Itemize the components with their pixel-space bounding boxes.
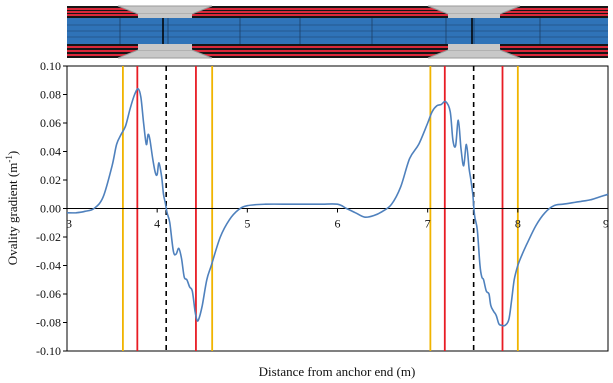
sleeve-inner-top-1 [138, 14, 192, 18]
x-tick-label-2: 4 [154, 217, 160, 231]
layer-stripe-bottom-2 [67, 50, 608, 52]
pipe-model-illustration [67, 5, 608, 59]
y-tick-label-11: -0.10 [36, 344, 61, 358]
y-tick-label-8: -0.04 [36, 259, 61, 273]
y-tick-label-10: -0.08 [36, 316, 61, 330]
sleeve-inner-top-2 [448, 14, 500, 18]
pipe-mesh-lines [67, 18, 608, 44]
y-tick-label-9: -0.06 [36, 287, 61, 301]
y-tick-label-5: 0.02 [40, 173, 61, 187]
x-tick-label-4: 6 [335, 217, 341, 231]
sleeve-inner-bottom-2 [448, 44, 500, 50]
layer-stripe-top-3 [67, 14, 608, 16]
y-tick-label-4: 0.04 [40, 145, 61, 159]
series-line-ovality-gradient [66, 87, 609, 327]
outer-layers-top [67, 8, 608, 16]
y-axis-label-close: ) [5, 151, 20, 155]
y-tick-label-7: -0.02 [36, 230, 61, 244]
y-tick-label-2: 0.08 [40, 88, 61, 102]
x-tick-label-6: 8 [515, 217, 521, 231]
ovality-gradient-chart: 3 4 5 6 7 8 9 0.10 0.08 0.06 0.04 0.02 0.00 -0.02 -0.… [4, 59, 609, 379]
y-tick-label-3: 0.06 [40, 116, 61, 130]
layer-stripe-top-1 [67, 8, 608, 10]
layer-stripe-top-2 [67, 11, 608, 13]
outer-layers-bottom [67, 46, 608, 56]
y-tick-label-1: 0.10 [40, 59, 61, 73]
coupling-sleeves [117, 5, 521, 59]
layer-stripe-bottom-1 [67, 46, 608, 48]
x-axis-label: Distance from anchor end (m) [259, 364, 416, 379]
layer-stripe-bottom-3 [67, 54, 608, 56]
x-tick-label-7: 9 [603, 217, 609, 231]
x-tick-label-3: 5 [244, 217, 250, 231]
y-axis-ticks: 0.10 0.08 0.06 0.04 0.02 0.00 -0.02 -0.04 -0.06 -… [36, 59, 67, 358]
y-tick-label-6: 0.00 [40, 202, 61, 216]
y-axis-label-superscript: -1 [4, 155, 14, 163]
x-axis-ticks: 3 4 5 6 7 8 9 [66, 208, 609, 231]
sleeve-inner-bottom-1 [138, 44, 192, 50]
y-axis-label-main: Ovality gradient (m [5, 163, 20, 266]
y-axis-label: Ovality gradient (m-1) [4, 151, 20, 265]
x-tick-label-5: 7 [425, 217, 431, 231]
x-tick-label-1: 3 [66, 217, 72, 231]
